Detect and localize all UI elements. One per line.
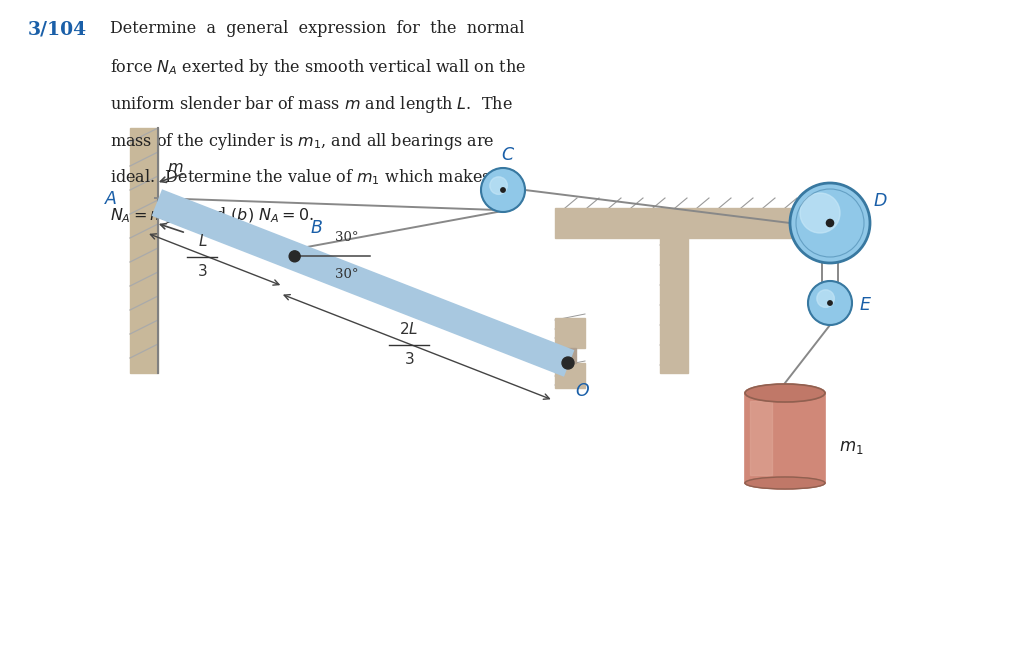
Bar	[745, 393, 825, 483]
Circle shape	[826, 219, 834, 226]
Text: $m$: $m$	[167, 159, 183, 176]
Ellipse shape	[817, 290, 835, 307]
Ellipse shape	[745, 384, 825, 402]
Bar	[555, 318, 585, 348]
Circle shape	[289, 251, 300, 262]
Circle shape	[827, 301, 833, 305]
Circle shape	[808, 281, 852, 325]
Text: $3$: $3$	[403, 351, 414, 367]
Bar	[555, 208, 840, 238]
Ellipse shape	[489, 177, 508, 194]
Text: 30°: 30°	[335, 268, 358, 282]
Text: $L$: $L$	[198, 234, 208, 249]
Ellipse shape	[800, 193, 840, 233]
Text: $B$: $B$	[310, 220, 324, 237]
Text: $2L$: $2L$	[399, 321, 419, 337]
Circle shape	[790, 183, 870, 263]
Circle shape	[562, 357, 574, 369]
Text: $E$: $E$	[858, 297, 871, 315]
Text: mass of the cylinder is $m_1$, and all bearings are: mass of the cylinder is $m_1$, and all b…	[110, 131, 495, 152]
Text: $C$: $C$	[501, 147, 515, 163]
Text: ideal.  Determine the value of $m_1$ which makes $(a)$: ideal. Determine the value of $m_1$ whic…	[110, 168, 518, 188]
Circle shape	[501, 188, 505, 192]
Bar	[750, 401, 772, 475]
Text: force $N_A$ exerted by the smooth vertical wall on the: force $N_A$ exerted by the smooth vertic…	[110, 57, 526, 78]
Text: $A$: $A$	[104, 191, 118, 209]
Text: 30°: 30°	[335, 232, 358, 244]
Text: uniform slender bar of mass $m$ and length $L$.  The: uniform slender bar of mass $m$ and leng…	[110, 94, 513, 115]
Polygon shape	[154, 191, 572, 375]
Text: $N_A = mg/2$ and $(b)$ $N_A = 0$.: $N_A = mg/2$ and $(b)$ $N_A = 0$.	[110, 205, 314, 225]
Ellipse shape	[745, 477, 825, 489]
Text: $3$: $3$	[198, 263, 208, 280]
Bar	[660, 238, 688, 373]
Text: $O$: $O$	[574, 382, 590, 399]
Text: Determine  a  general  expression  for  the  normal: Determine a general expression for the n…	[110, 20, 524, 37]
Bar	[564, 348, 575, 363]
Text: $D$: $D$	[872, 193, 887, 209]
Text: $m_1$: $m_1$	[839, 440, 863, 457]
Circle shape	[481, 168, 525, 212]
Bar	[130, 128, 158, 373]
Text: 3/104: 3/104	[28, 20, 87, 38]
Bar	[555, 363, 585, 388]
